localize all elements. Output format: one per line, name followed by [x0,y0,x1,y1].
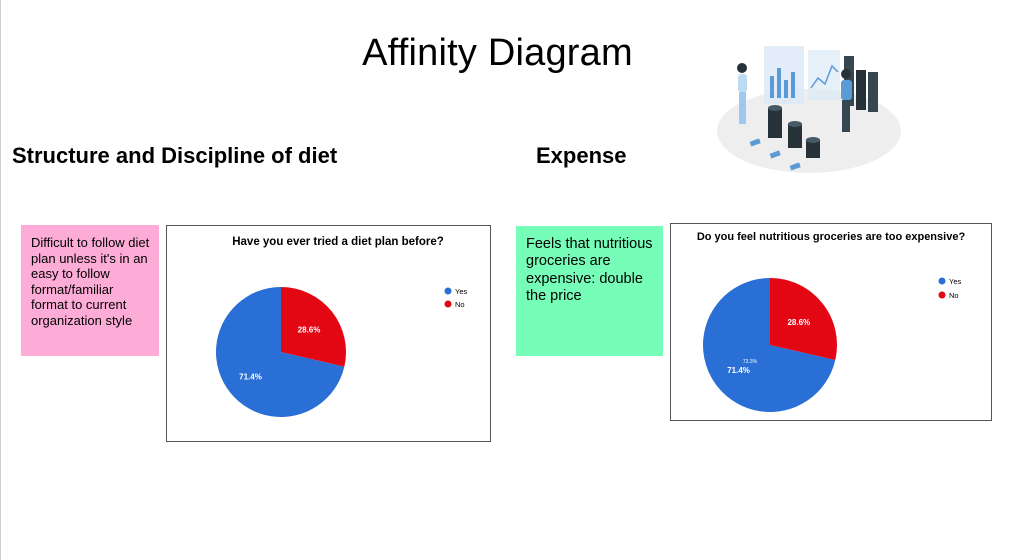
legend-label-no: No [949,291,959,300]
pie-slice-no [281,287,346,367]
legend-swatch-yes [938,277,946,285]
data-label-no: 28.6% [298,326,321,335]
illustration-tile [789,162,801,171]
illustration-person-head [737,63,747,73]
illustration-block [868,72,878,112]
data-label-no: 28.6% [787,318,810,327]
illustration-cylinder [788,124,802,148]
illustration-person-body [738,74,747,92]
illustration-cylinder [768,108,782,138]
pie-slice-yes [216,287,345,417]
illustration-bar [784,80,788,98]
illustration-line [810,64,839,89]
legend-swatch-yes [444,287,452,295]
illustration-person-body [841,80,852,100]
illustration-panel [808,50,840,100]
chart-title: Do you feel nutritious groceries are too… [697,231,966,243]
legend-label-no: No [455,300,465,309]
illustration-person-legs [739,92,746,124]
illustration-cylinder [806,140,820,158]
illustration-tile [769,150,781,159]
pie-chart-groceries-svg: Do you feel nutritious groceries are too… [697,231,966,412]
illustration-cylinder-top [768,105,782,111]
illustration-cylinder-top [806,137,820,143]
illustration-person-legs [842,100,850,132]
illustration-bar [791,72,795,98]
illustration-cylinder-top [788,121,802,127]
data-label-yes: 71.4% [727,366,750,375]
pie-chart-diet-plan-svg: Have you ever tried a diet plan before? … [216,236,467,417]
section-heading-structure: Structure and Discipline of diet [12,143,338,168]
pie-chart-diet-plan[interactable]: Have you ever tried a diet plan before? … [166,225,491,442]
legend-label-yes: Yes [949,277,961,286]
illustration-bar [777,68,781,98]
legend-swatch-no [938,291,946,299]
illustration-block [856,70,866,110]
sticky-note-pink[interactable]: Difficult to follow diet plan unless it'… [21,225,159,356]
chart-title: Have you ever tried a diet plan before? [232,236,444,248]
pie-slice-yes [703,278,836,412]
pie-slice-no [770,278,837,361]
data-analysis-illustration [717,46,901,173]
illustration-bar [770,76,774,98]
pie-chart-groceries[interactable]: Do you feel nutritious groceries are too… [670,223,992,421]
data-label-yes: 71.4% [239,372,262,381]
page-edge-rule [0,0,1,560]
sticky-note-green[interactable]: Feels that nutritious groceries are expe… [516,226,663,356]
legend-swatch-no [444,300,452,308]
illustration-person-head [841,69,851,79]
illustration-tile [749,138,761,147]
legend-label-yes: Yes [455,287,467,296]
data-label-extra: 73.3% [743,359,758,365]
illustration-floor [717,89,901,173]
section-heading-expense: Expense [536,143,627,168]
page-title: Affinity Diagram [362,32,633,74]
